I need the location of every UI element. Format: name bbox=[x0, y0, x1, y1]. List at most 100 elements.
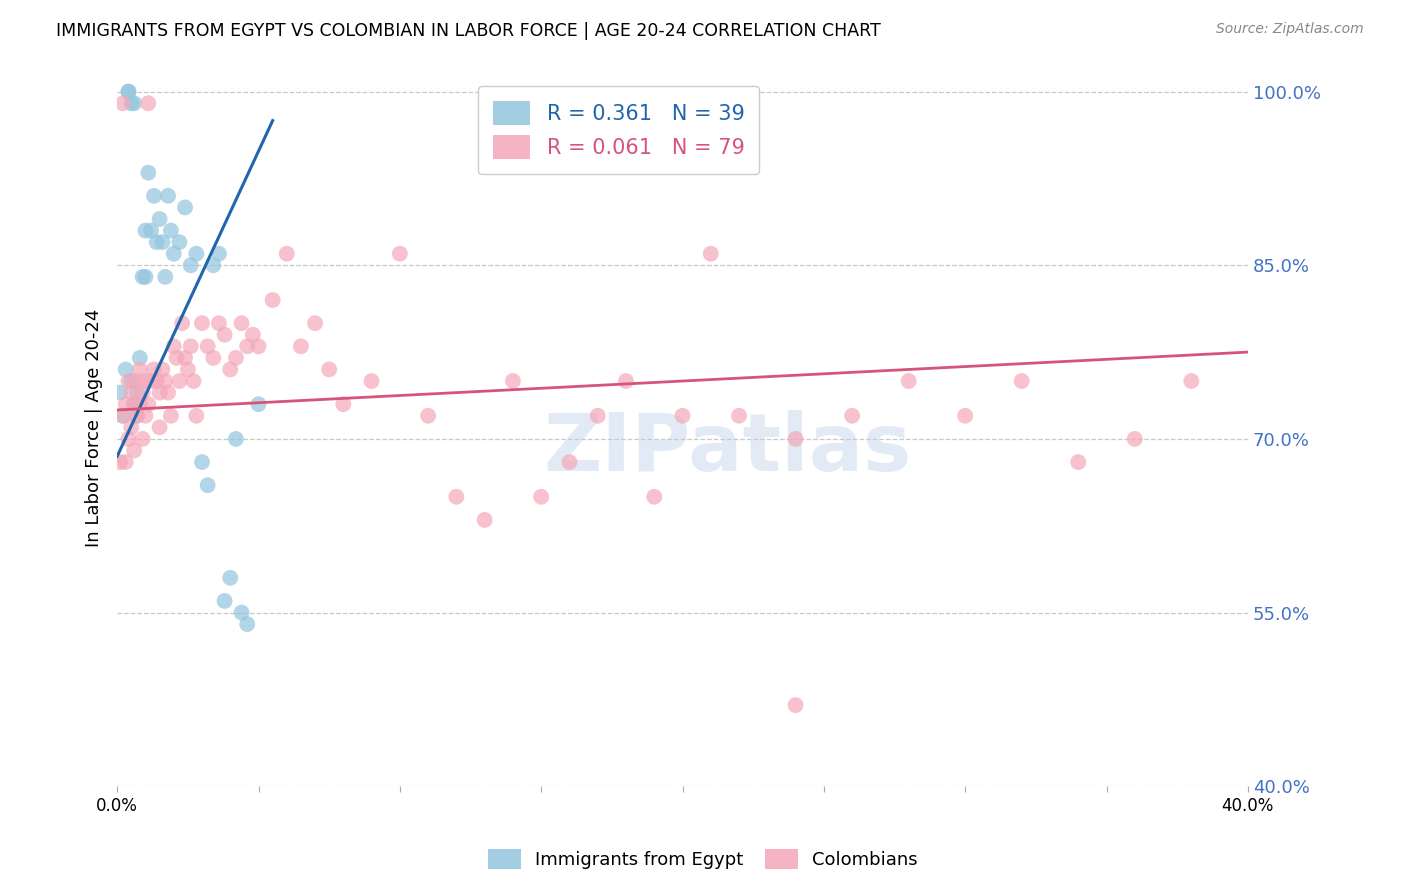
Point bbox=[474, 513, 496, 527]
Legend: Immigrants from Egypt, Colombians: Immigrants from Egypt, Colombians bbox=[479, 839, 927, 879]
Point bbox=[446, 490, 468, 504]
Point bbox=[236, 617, 259, 632]
Point bbox=[208, 246, 231, 260]
Point bbox=[149, 420, 172, 434]
Point bbox=[502, 374, 524, 388]
Point bbox=[530, 490, 553, 504]
Point bbox=[953, 409, 976, 423]
Point bbox=[191, 316, 214, 330]
Point bbox=[125, 409, 148, 423]
Text: ZIPatlas: ZIPatlas bbox=[544, 409, 912, 488]
Point bbox=[117, 432, 139, 446]
Point bbox=[841, 409, 863, 423]
Point bbox=[785, 698, 807, 712]
Point bbox=[163, 339, 186, 353]
Point bbox=[160, 409, 183, 423]
Point bbox=[197, 478, 219, 492]
Point bbox=[614, 374, 637, 388]
Point bbox=[128, 362, 150, 376]
Point bbox=[163, 246, 186, 260]
Point bbox=[1067, 455, 1090, 469]
Point bbox=[180, 339, 202, 353]
Point bbox=[155, 374, 177, 388]
Point bbox=[122, 443, 145, 458]
Point bbox=[169, 235, 191, 249]
Point bbox=[388, 246, 411, 260]
Point bbox=[332, 397, 354, 411]
Point bbox=[136, 96, 159, 111]
Point bbox=[225, 351, 247, 365]
Point bbox=[149, 212, 172, 227]
Point bbox=[360, 374, 382, 388]
Point bbox=[120, 385, 142, 400]
Point bbox=[139, 223, 162, 237]
Point bbox=[114, 455, 136, 469]
Point bbox=[202, 258, 225, 272]
Point bbox=[231, 316, 253, 330]
Point bbox=[152, 235, 174, 249]
Point bbox=[117, 374, 139, 388]
Point bbox=[122, 397, 145, 411]
Legend: R = 0.361   N = 39, R = 0.061   N = 79: R = 0.361 N = 39, R = 0.061 N = 79 bbox=[478, 87, 759, 174]
Point bbox=[202, 351, 225, 365]
Point bbox=[180, 258, 202, 272]
Point bbox=[416, 409, 439, 423]
Point bbox=[174, 351, 197, 365]
Point bbox=[236, 339, 259, 353]
Point bbox=[111, 96, 134, 111]
Point bbox=[290, 339, 312, 353]
Point bbox=[214, 594, 236, 608]
Point bbox=[117, 85, 139, 99]
Point bbox=[276, 246, 298, 260]
Point bbox=[166, 351, 188, 365]
Point bbox=[125, 385, 148, 400]
Point bbox=[318, 362, 340, 376]
Point bbox=[114, 397, 136, 411]
Point bbox=[219, 362, 242, 376]
Point bbox=[122, 397, 145, 411]
Point bbox=[1123, 432, 1146, 446]
Point bbox=[586, 409, 609, 423]
Point bbox=[134, 269, 156, 284]
Point bbox=[219, 571, 242, 585]
Point bbox=[131, 269, 153, 284]
Point bbox=[242, 327, 264, 342]
Point bbox=[208, 316, 231, 330]
Point bbox=[125, 374, 148, 388]
Point bbox=[558, 455, 581, 469]
Point bbox=[120, 374, 142, 388]
Point bbox=[169, 374, 191, 388]
Point bbox=[122, 96, 145, 111]
Point bbox=[700, 246, 723, 260]
Point bbox=[120, 420, 142, 434]
Point bbox=[152, 362, 174, 376]
Point bbox=[231, 606, 253, 620]
Point bbox=[671, 409, 693, 423]
Point bbox=[111, 409, 134, 423]
Point bbox=[262, 293, 284, 307]
Point bbox=[157, 385, 180, 400]
Point bbox=[304, 316, 326, 330]
Point bbox=[897, 374, 920, 388]
Point bbox=[160, 223, 183, 237]
Point bbox=[145, 235, 167, 249]
Point bbox=[155, 269, 177, 284]
Point bbox=[225, 432, 247, 446]
Point bbox=[214, 327, 236, 342]
Point bbox=[191, 455, 214, 469]
Point bbox=[1180, 374, 1202, 388]
Text: IMMIGRANTS FROM EGYPT VS COLOMBIAN IN LABOR FORCE | AGE 20-24 CORRELATION CHART: IMMIGRANTS FROM EGYPT VS COLOMBIAN IN LA… bbox=[56, 22, 882, 40]
Point bbox=[128, 351, 150, 365]
Point bbox=[111, 409, 134, 423]
Point bbox=[197, 339, 219, 353]
Point bbox=[247, 339, 270, 353]
Text: Source: ZipAtlas.com: Source: ZipAtlas.com bbox=[1216, 22, 1364, 37]
Point bbox=[247, 397, 270, 411]
Point bbox=[142, 189, 165, 203]
Point bbox=[728, 409, 751, 423]
Point bbox=[177, 362, 200, 376]
Point bbox=[1011, 374, 1033, 388]
Point bbox=[643, 490, 665, 504]
Point bbox=[134, 409, 156, 423]
Point bbox=[142, 362, 165, 376]
